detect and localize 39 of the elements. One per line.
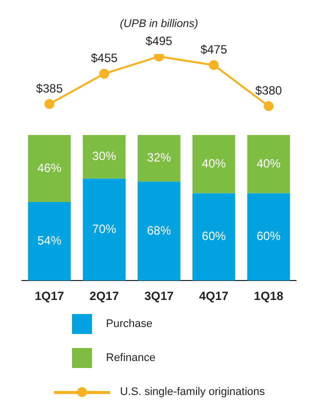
x-tick-label: 2Q17 [90, 289, 120, 304]
chart-title: (UPB in billions) [118, 17, 200, 32]
bar [138, 182, 180, 281]
data-label: 30% [92, 149, 117, 164]
data-label: 46% [37, 160, 62, 175]
bar [192, 193, 236, 281]
data-label: $495 [146, 34, 173, 48]
legend-label: Refinance [106, 352, 156, 364]
legend-label: Purchase [106, 318, 152, 330]
x-tick-label: 4Q17 [199, 289, 229, 304]
bar [82, 178, 126, 281]
text: U.S. single-family originations [120, 386, 265, 398]
bar [138, 135, 180, 182]
data-label: 40% [202, 156, 226, 170]
data-label: 40% [256, 156, 281, 170]
data-label: 70% [92, 222, 117, 236]
bar [28, 135, 71, 202]
bar [247, 193, 290, 281]
data-label: $385 [36, 81, 64, 96]
x-tick-label: 1Q17 [34, 289, 64, 304]
data-label: $380 [255, 83, 282, 98]
point [264, 101, 274, 112]
bar [247, 135, 290, 194]
data-label: 54% [37, 234, 62, 248]
point [99, 68, 110, 79]
data-label: 68% [146, 223, 172, 238]
point [208, 60, 219, 70]
data-label: 60% [256, 229, 281, 244]
bar [28, 202, 71, 281]
data-label: 60% [202, 229, 226, 244]
data-label: $455 [90, 51, 118, 66]
x-tick-label: 3Q17 [144, 289, 174, 304]
bar [192, 135, 236, 194]
bar [82, 135, 126, 179]
data-label: 32% [146, 150, 172, 165]
data-label: $475 [200, 42, 228, 56]
point [154, 54, 164, 62]
point [44, 98, 54, 109]
x-tick-label: 1Q18 [254, 289, 284, 304]
